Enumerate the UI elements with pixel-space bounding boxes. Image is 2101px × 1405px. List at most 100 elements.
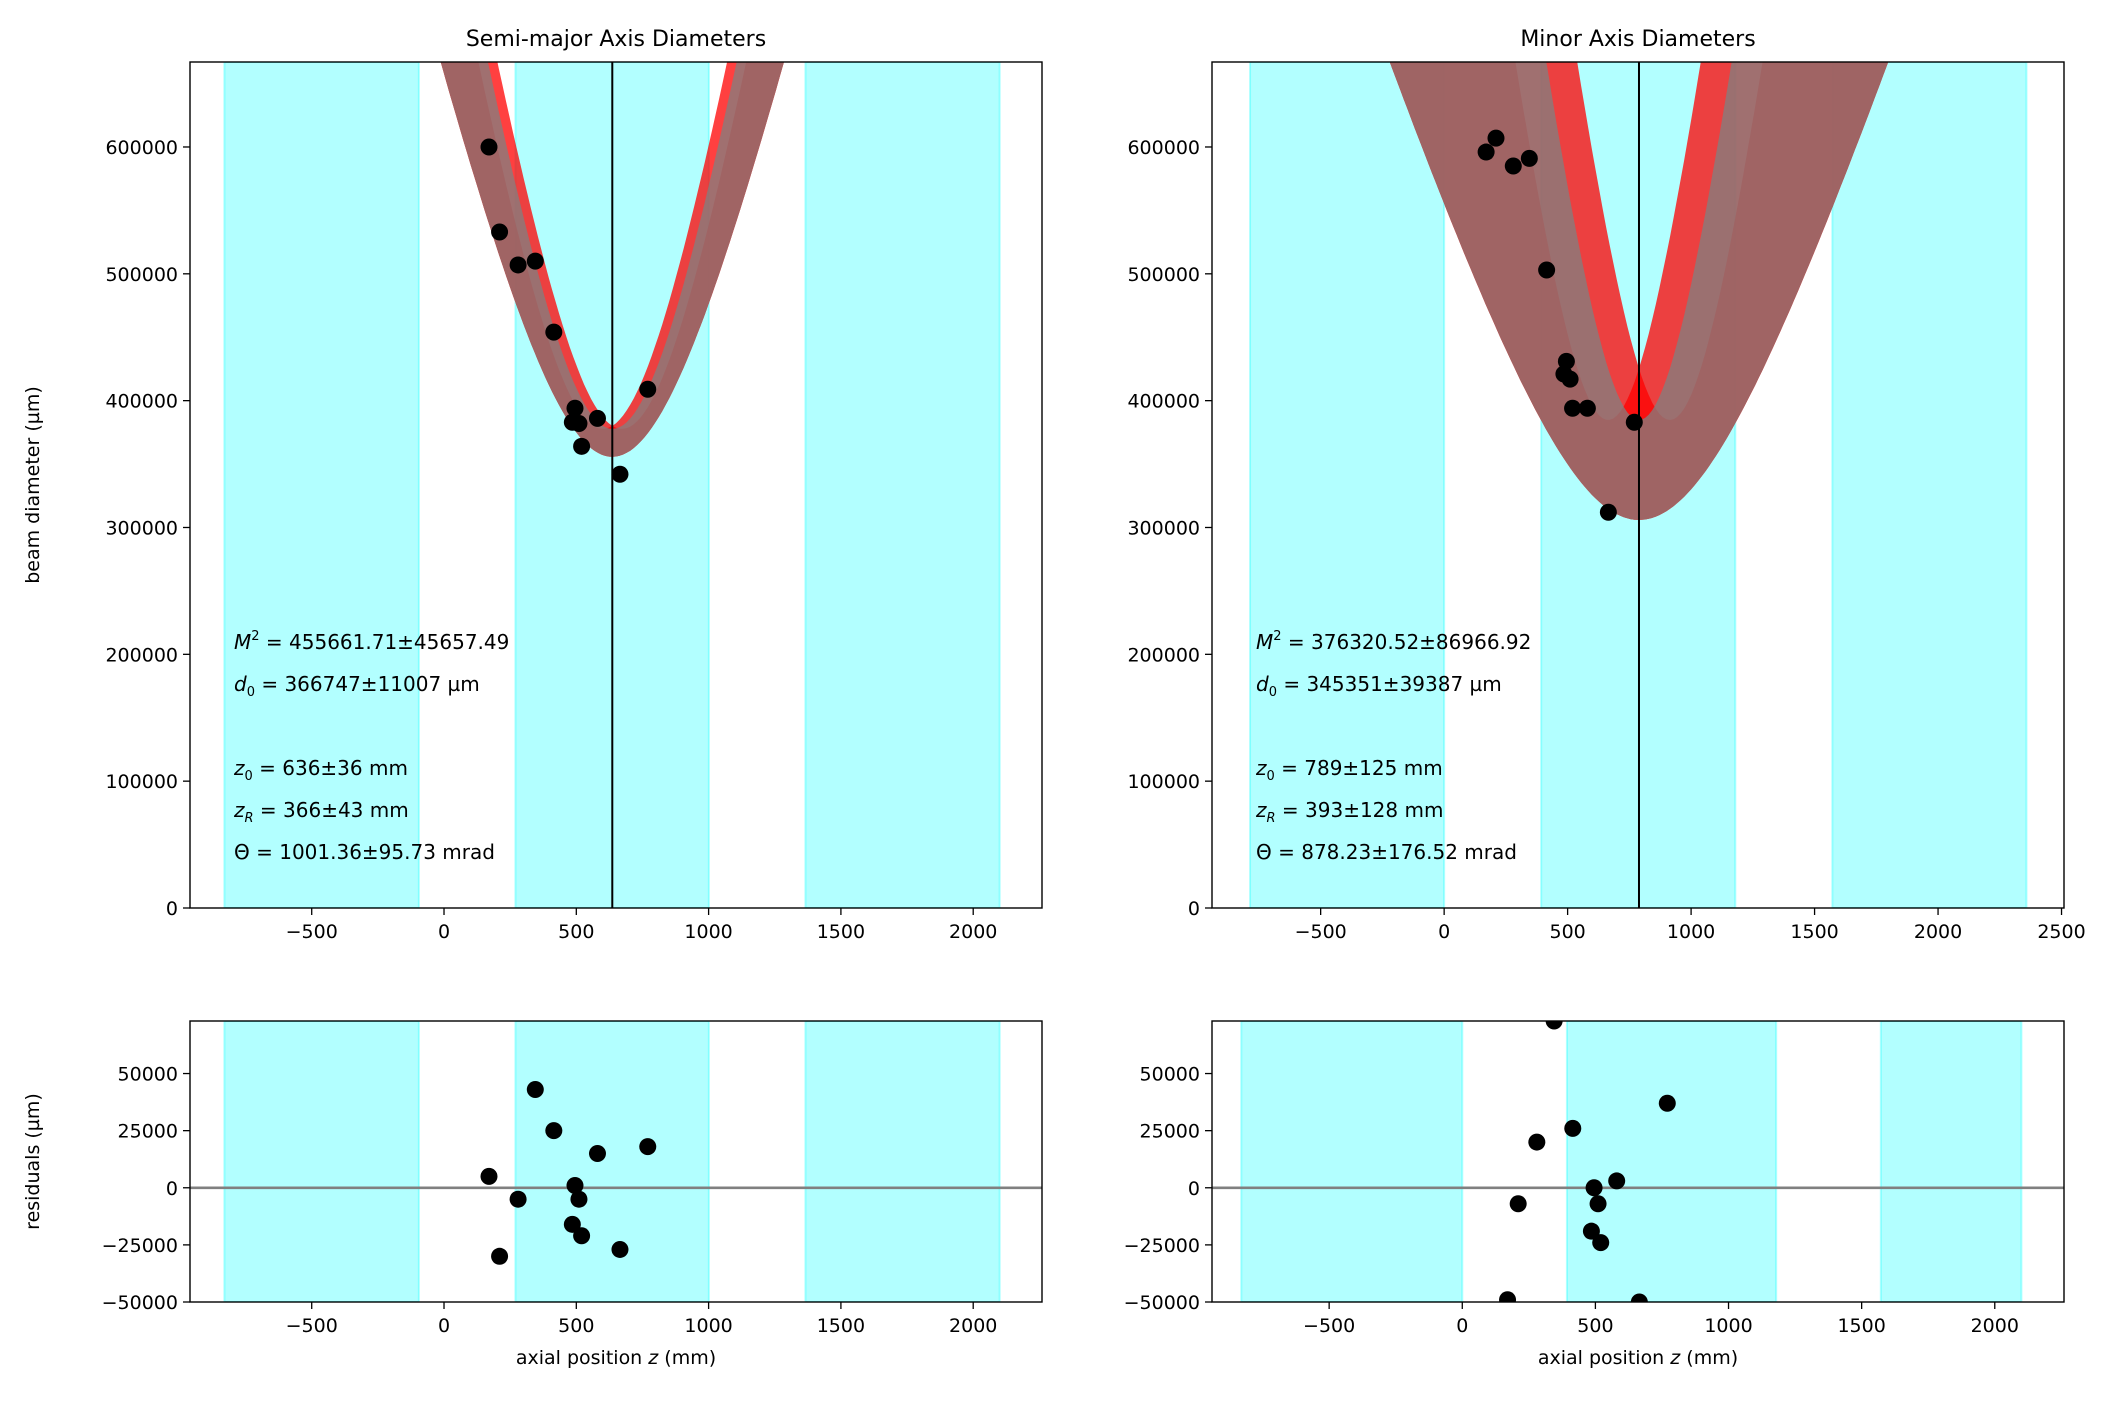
shaded-region (1249, 62, 1446, 908)
band-group (1240, 1021, 2023, 1302)
x-axis-label: axial position z (mm) (516, 1347, 716, 1369)
data-point-group (1499, 1021, 1676, 1302)
data-point (1504, 157, 1522, 175)
data-point (1538, 261, 1556, 279)
annotation-d0-subscript: 0 (1269, 685, 1277, 700)
data-point (1608, 1172, 1626, 1190)
annotation-m2-value: = 376320.52±86966.92 (1282, 630, 1532, 654)
tick-group: −500 0 500 1000 1500 2000 −50000 −25000 0 25000 50… (1124, 1064, 2019, 1337)
annotation-d0: d0 = 345351±39387 µm (1256, 672, 1502, 700)
annotation-theta-value: = 878.23±176.52 mrad (1272, 840, 1517, 864)
y-tick-label: −50000 (1124, 1292, 1200, 1314)
annotation-m2: M2 = 376320.52±86966.92 (1256, 629, 1531, 654)
x-tick-label: 2000 (1914, 921, 1962, 943)
y-tick-label: 0 (1188, 898, 1200, 920)
data-point (611, 1240, 629, 1258)
annotation-zr-subscript: R (245, 811, 254, 826)
data-point (526, 1081, 544, 1099)
data-point (1509, 1195, 1527, 1213)
shaded-region (514, 1021, 710, 1302)
annotation-m2-exponent: 2 (1273, 629, 1281, 644)
fit-parameters: M2 = 455661.71±45657.49 d0 = 366747±1100… (233, 629, 509, 864)
data-point (1589, 1195, 1607, 1213)
x-tick-label: 0 (438, 921, 450, 943)
annotation-theta-symbol: Θ (1256, 840, 1272, 864)
x-tick-label: 1500 (1790, 921, 1838, 943)
annotation-z0-symbol: z (233, 756, 245, 780)
x-tick-label: −500 (1295, 921, 1347, 943)
annotation-d0-value: = 345351±39387 µm (1277, 672, 1502, 696)
y-tick-label: 100000 (1127, 771, 1200, 793)
y-tick-label: 400000 (105, 391, 178, 413)
annotation-zr-value: = 393±128 mm (1276, 798, 1444, 822)
y-tick-label: −50000 (102, 1292, 178, 1314)
y-tick-label: 200000 (1127, 644, 1200, 666)
x-tick-label: 1000 (684, 921, 732, 943)
annotation-zr-subscript: R (1267, 811, 1276, 826)
data-point-group (480, 1081, 657, 1265)
x-axis-label-variable: z (647, 1347, 659, 1369)
fit-envelope-group (1389, 62, 1889, 520)
x-axis-label: axial position z (mm) (1538, 1347, 1738, 1369)
data-point (509, 256, 527, 274)
data-point (566, 399, 584, 417)
annotation-z0: z0 = 789±125 mm (1255, 756, 1443, 784)
data-point (1630, 1293, 1648, 1302)
annotation-z0: z0 = 636±36 mm (233, 756, 408, 784)
x-tick-label: 2000 (949, 921, 997, 943)
y-tick-label: 500000 (1127, 264, 1200, 286)
data-point (491, 1247, 509, 1265)
annotation-d0-symbol: d (234, 672, 247, 696)
data-point (1487, 129, 1505, 147)
x-tick-label: 500 (558, 1315, 594, 1337)
annotation-m2: M2 = 455661.71±45657.49 (234, 629, 509, 654)
plot-frame (1211, 1020, 2065, 1303)
annotation-m2-value: = 455661.71±45657.49 (260, 630, 510, 654)
shaded-region (1240, 1021, 1464, 1302)
data-point (639, 380, 657, 398)
annotation-m2-symbol: M (1256, 630, 1273, 654)
panel-minor-diameters: −500 0 500 1000 1500 2000 2500 0 100000 200000 300… (1127, 27, 2085, 943)
y-tick-label: 25000 (1140, 1121, 1200, 1143)
annotation-theta: Θ = 878.23±176.52 mrad (1256, 840, 1517, 864)
x-tick-label: 1000 (1704, 1315, 1752, 1337)
data-point (588, 409, 606, 427)
x-axis-label-prefix: axial position (1538, 1347, 1670, 1369)
annotation-d0: d0 = 366747±11007 µm (234, 672, 480, 700)
y-tick-label: 600000 (105, 137, 178, 159)
annotation-z0-value: = 636±36 mm (253, 756, 408, 780)
data-point (1592, 1234, 1610, 1252)
x-axis-label-variable: z (1669, 1347, 1681, 1369)
data-point (588, 1145, 606, 1163)
annotation-m2-exponent: 2 (251, 629, 259, 644)
chart-title: Minor Axis Diameters (1520, 27, 1755, 52)
y-tick-label: 0 (166, 1178, 178, 1200)
y-tick-label: 500000 (105, 264, 178, 286)
data-point (509, 1190, 527, 1208)
plot-frame (189, 61, 1043, 909)
data-point-group (480, 138, 657, 483)
x-tick-label: −500 (286, 1315, 338, 1337)
plot-frame (189, 1020, 1043, 1303)
x-axis-label-prefix: axial position (516, 1347, 648, 1369)
x-axis-label-unit: (mm) (1680, 1347, 1738, 1369)
y-tick-label: 100000 (105, 771, 178, 793)
data-point (545, 1122, 563, 1140)
annotation-z0-subscript: 0 (245, 769, 253, 784)
y-tick-label: 0 (166, 898, 178, 920)
y-tick-label: 600000 (1127, 137, 1200, 159)
y-tick-label: 50000 (118, 1064, 178, 1086)
panel-semi-major-diameters: −500 0 500 1000 1500 2000 0 100000 200000 300000 4… (22, 27, 1043, 943)
panel-minor-residuals: −500 0 500 1000 1500 2000 −50000 −25000 0 25000 50… (1124, 1020, 2065, 1369)
data-point (1477, 143, 1495, 161)
plot-frame (1211, 61, 2065, 909)
y-axis-label: residuals (µm) (22, 1093, 44, 1230)
annotation-theta: Θ = 1001.36±95.73 mrad (234, 840, 495, 864)
annotation-z0-value: = 789±125 mm (1275, 756, 1443, 780)
panel-semi-major-residuals: −500 0 500 1000 1500 2000 −50000 −25000 0 25000 50… (22, 1020, 1043, 1369)
annotation-zr: zR = 393±128 mm (1255, 798, 1443, 826)
data-point (480, 138, 498, 156)
data-point (1582, 1222, 1600, 1240)
shaded-region (804, 1021, 1001, 1302)
x-tick-label: 1500 (817, 1315, 865, 1337)
